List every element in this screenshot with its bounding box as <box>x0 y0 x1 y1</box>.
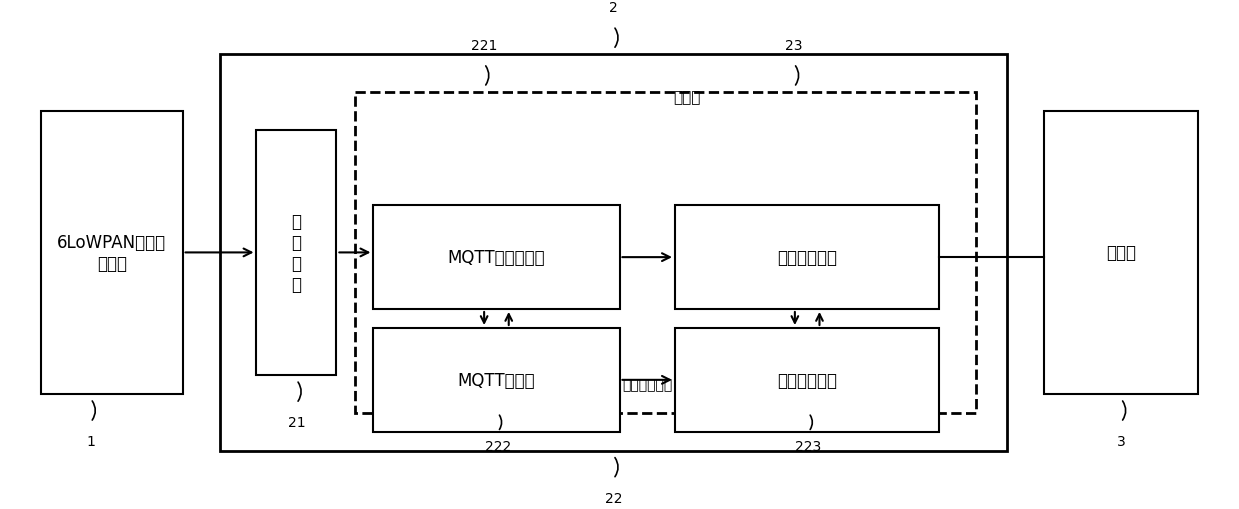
Text: 223: 223 <box>795 439 821 453</box>
Text: 云平台: 云平台 <box>1106 244 1136 262</box>
Text: 微处理器单元: 微处理器单元 <box>622 378 672 392</box>
Text: 阈值预警模块: 阈值预警模块 <box>777 371 838 389</box>
Bar <box>1044 111 1198 394</box>
Text: 23: 23 <box>786 39 803 52</box>
Bar <box>373 206 620 309</box>
Text: 22: 22 <box>605 491 622 505</box>
Text: 云端传输单元: 云端传输单元 <box>777 248 838 267</box>
Text: MQTT客户端: MQTT客户端 <box>457 371 535 389</box>
Bar <box>373 328 620 432</box>
Text: 3: 3 <box>1116 434 1125 448</box>
Bar <box>675 206 939 309</box>
Text: 6LoWPAN无线传
感网络: 6LoWPAN无线传 感网络 <box>57 234 166 272</box>
Bar <box>41 111 182 394</box>
Bar <box>256 130 337 375</box>
Text: 221: 221 <box>471 39 497 52</box>
Text: 21: 21 <box>287 415 305 430</box>
Text: 射
频
单
元: 射 频 单 元 <box>291 213 301 293</box>
Text: 222: 222 <box>484 439 510 453</box>
Bar <box>354 93 976 413</box>
Text: MQTT代理服务器: MQTT代理服务器 <box>447 248 545 267</box>
Bar <box>219 55 1007 451</box>
Bar <box>675 328 939 432</box>
Text: 云网关: 云网关 <box>674 90 701 105</box>
Text: 2: 2 <box>610 1 618 15</box>
Text: 1: 1 <box>87 434 95 448</box>
